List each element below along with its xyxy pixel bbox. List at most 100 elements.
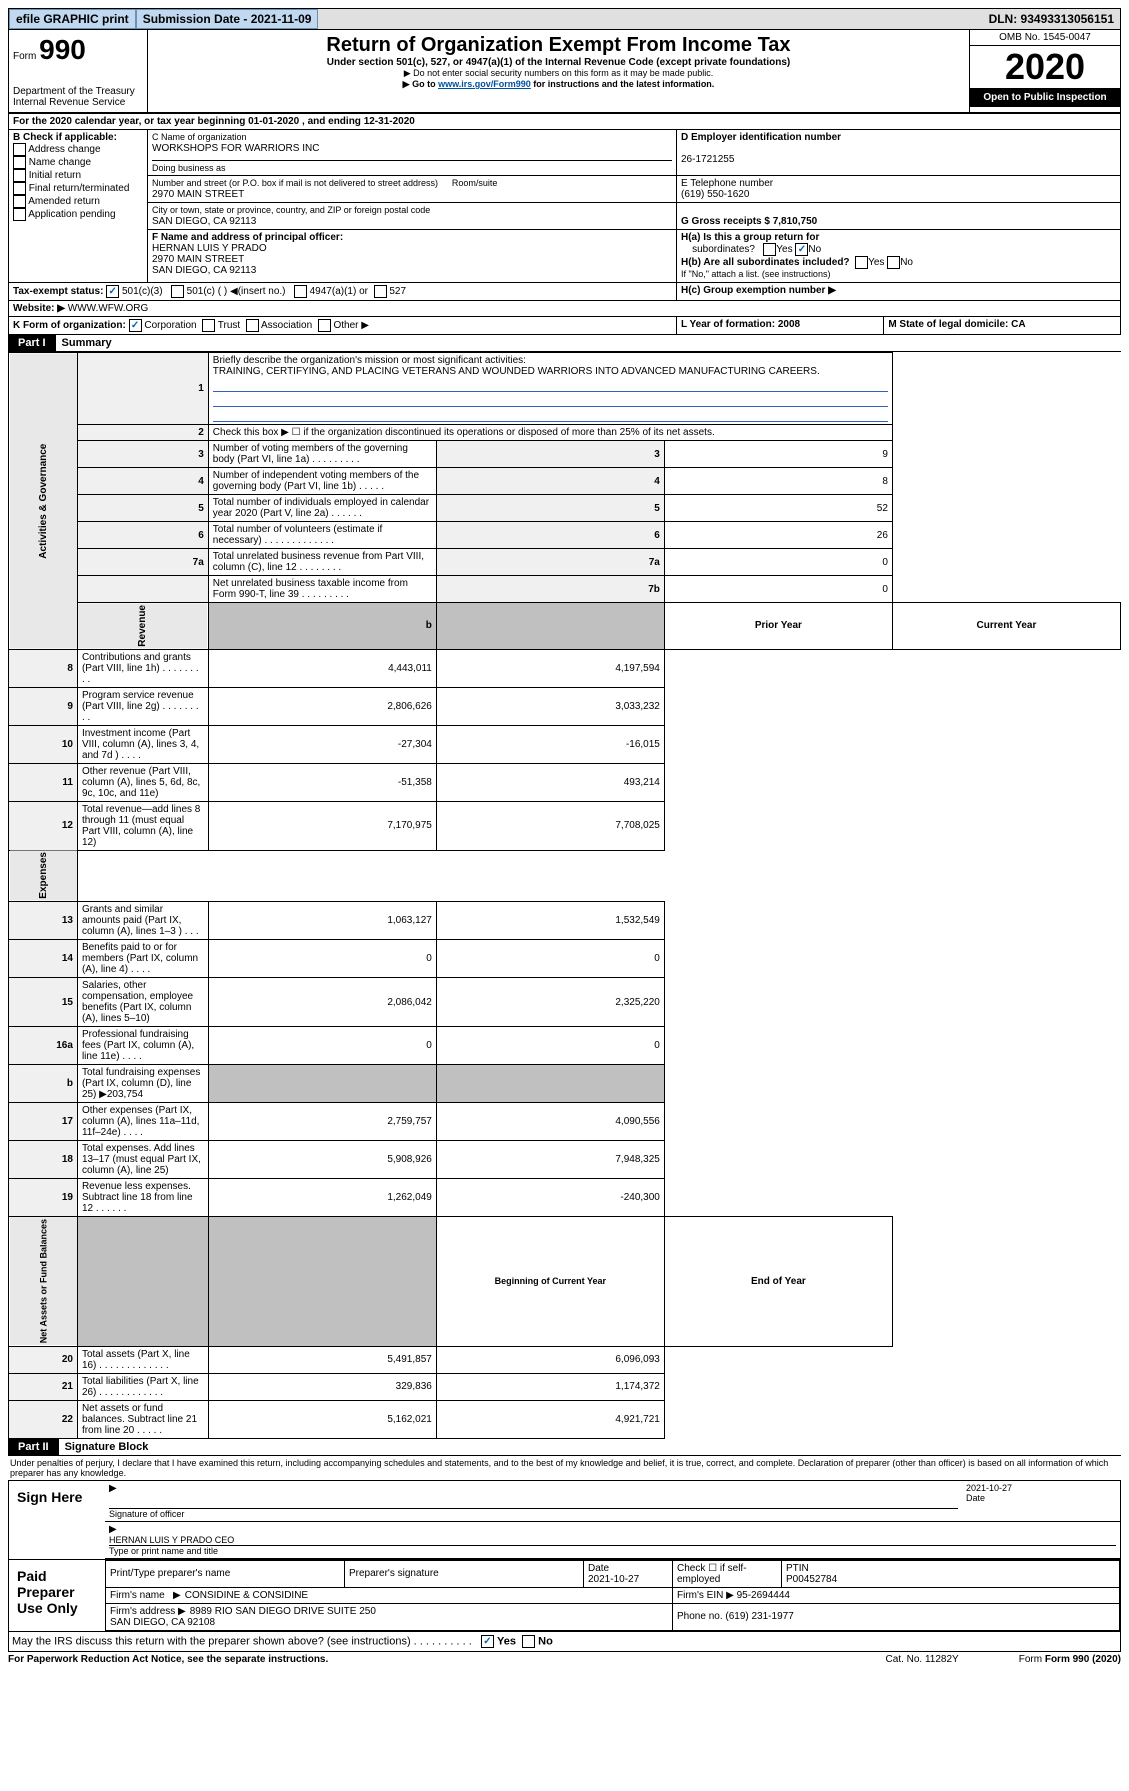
hb-yes-checkbox[interactable]	[855, 256, 868, 269]
prior-value: 5,908,926	[208, 1141, 436, 1179]
hc-label: H(c) Group exemption number ▶	[681, 285, 836, 296]
corp-checkbox[interactable]	[129, 319, 142, 332]
prior-value	[208, 1065, 436, 1103]
line2-text: Check this box ▶ ☐ if the organization d…	[208, 425, 892, 441]
curr-value: 4,197,594	[436, 649, 664, 687]
line-text: Total number of individuals employed in …	[208, 495, 436, 522]
trust-checkbox[interactable]	[202, 319, 215, 332]
line-num: 8	[9, 649, 78, 687]
omb-number: OMB No. 1545-0047	[970, 30, 1120, 46]
527-checkbox[interactable]	[374, 285, 387, 298]
line-num: 7a	[77, 549, 208, 576]
line-code: 4	[436, 468, 664, 495]
line-text: Other expenses (Part IX, column (A), lin…	[77, 1103, 208, 1141]
line-num: 11	[9, 763, 78, 801]
line-text: Total number of volunteers (estimate if …	[208, 522, 436, 549]
part2-label: Part II	[8, 1439, 59, 1456]
line-num: 12	[9, 801, 78, 850]
j-label: Website: ▶	[13, 303, 65, 314]
sig-date: 2021-10-27	[966, 1483, 1116, 1493]
name-change-checkbox[interactable]	[13, 156, 26, 169]
end-year-header: End of Year	[664, 1217, 892, 1346]
line-text: Program service revenue (Part VIII, line…	[77, 687, 208, 725]
prior-value: 1,262,049	[208, 1179, 436, 1217]
assoc-checkbox[interactable]	[246, 319, 259, 332]
part1-header: Part I Summary	[8, 335, 1121, 352]
part1-label: Part I	[8, 335, 56, 352]
line-text: Total expenses. Add lines 13–17 (must eq…	[77, 1141, 208, 1179]
final-checkbox[interactable]	[13, 182, 26, 195]
line-num: 4	[77, 468, 208, 495]
527-label: 527	[389, 286, 406, 297]
gov-side-label: Activities & Governance	[9, 353, 78, 650]
line-value: 0	[664, 576, 892, 603]
submission-date-button[interactable]: Submission Date - 2021-11-09	[136, 9, 319, 29]
efile-print-button[interactable]: efile GRAPHIC print	[9, 9, 136, 29]
dln-text: DLN: 93493313056151	[983, 10, 1120, 28]
addr-change-checkbox[interactable]	[13, 143, 26, 156]
dba-label: Doing business as	[152, 160, 672, 173]
501c3-label: 501(c)(3)	[122, 286, 163, 297]
line-code: 3	[436, 441, 664, 468]
line-text: Number of voting members of the governin…	[208, 441, 436, 468]
curr-value: 4,090,556	[436, 1103, 664, 1141]
prior-value: -27,304	[208, 725, 436, 763]
line-value: 9	[664, 441, 892, 468]
501c-checkbox[interactable]	[171, 285, 184, 298]
assoc-label: Association	[261, 320, 312, 331]
officer-info: HERNAN LUIS Y PRADO 2970 MAIN STREET SAN…	[152, 243, 267, 276]
ha-no-checkbox[interactable]	[795, 243, 808, 256]
org-name: WORKSHOPS FOR WARRIORS INC	[152, 143, 319, 154]
other-checkbox[interactable]	[318, 319, 331, 332]
curr-value: 493,214	[436, 763, 664, 801]
exp-side-label: Expenses	[9, 850, 78, 902]
end-value: 1,174,372	[436, 1373, 664, 1400]
begin-value: 5,162,021	[208, 1400, 436, 1438]
d-label: D Employer identification number	[681, 132, 841, 143]
perjury-text: Under penalties of perjury, I declare th…	[8, 1456, 1121, 1480]
initial-checkbox[interactable]	[13, 169, 26, 182]
curr-value: 7,708,025	[436, 801, 664, 850]
hb-no-checkbox[interactable]	[887, 256, 900, 269]
b-label: B Check if applicable:	[13, 132, 117, 143]
line-code: 7a	[436, 549, 664, 576]
line-text: Contributions and grants (Part VIII, lin…	[77, 649, 208, 687]
prior-value: 2,806,626	[208, 687, 436, 725]
501c3-checkbox[interactable]	[106, 285, 119, 298]
line-num: 16a	[9, 1027, 78, 1065]
curr-value: 7,948,325	[436, 1141, 664, 1179]
curr-value	[436, 1065, 664, 1103]
initial-label: Initial return	[29, 170, 81, 181]
curr-value: 0	[436, 940, 664, 978]
line-num: 21	[9, 1373, 78, 1400]
rev-side-label: Revenue	[77, 603, 208, 650]
ha-yes-checkbox[interactable]	[763, 243, 776, 256]
amended-checkbox[interactable]	[13, 195, 26, 208]
line-num: 10	[9, 725, 78, 763]
yes-label: Yes	[497, 1635, 516, 1647]
begin-value: 5,491,857	[208, 1346, 436, 1373]
4947-checkbox[interactable]	[294, 285, 307, 298]
firm-name: CONSIDINE & CONSIDINE	[173, 1590, 308, 1601]
curr-value: 1,532,549	[436, 902, 664, 940]
date-label-2: Date	[588, 1563, 609, 1574]
line-num: 17	[9, 1103, 78, 1141]
discuss-no-checkbox[interactable]	[522, 1635, 535, 1648]
curr-value: -16,015	[436, 725, 664, 763]
begin-year-header: Beginning of Current Year	[436, 1217, 664, 1346]
other-label: Other ▶	[333, 320, 368, 331]
part2-title: Signature Block	[59, 1439, 1121, 1456]
app-pending-checkbox[interactable]	[13, 208, 26, 221]
firm-phone: Phone no. (619) 231-1977	[673, 1603, 1120, 1630]
line-code: 7b	[436, 576, 664, 603]
line-num: b	[9, 1065, 78, 1103]
amended-label: Amended return	[28, 196, 100, 207]
line-num: 9	[9, 687, 78, 725]
line-num: 5	[77, 495, 208, 522]
line-num: 6	[77, 522, 208, 549]
line-value: 26	[664, 522, 892, 549]
discuss-yes-checkbox[interactable]	[481, 1635, 494, 1648]
irs-link[interactable]: www.irs.gov/Form990	[438, 79, 531, 89]
block-a-m: For the 2020 calendar year, or tax year …	[8, 113, 1121, 335]
end-value: 4,921,721	[436, 1400, 664, 1438]
